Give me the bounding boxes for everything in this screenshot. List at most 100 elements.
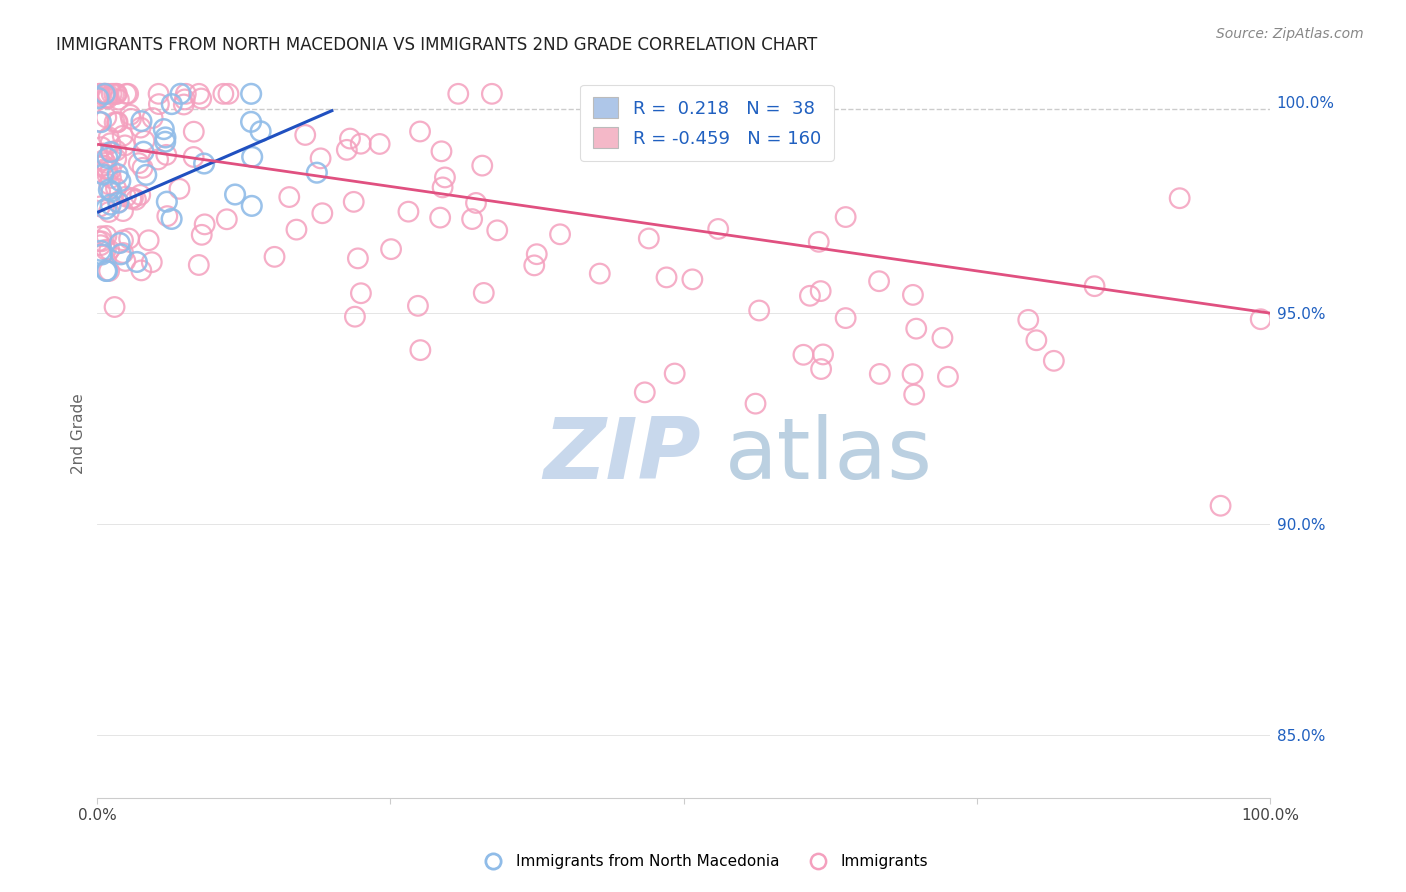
Point xyxy=(100,185,122,199)
Point xyxy=(190,227,212,242)
Point xyxy=(111,204,134,219)
Point xyxy=(748,303,770,318)
Point xyxy=(169,182,191,196)
Point xyxy=(173,97,195,112)
Point xyxy=(90,115,112,129)
Point xyxy=(90,235,112,249)
Point xyxy=(240,150,263,164)
Point xyxy=(1025,333,1047,347)
Point xyxy=(1250,312,1272,326)
Point xyxy=(97,168,120,182)
Point xyxy=(103,300,125,314)
Point xyxy=(465,195,488,210)
Point xyxy=(350,136,373,151)
Point xyxy=(135,168,157,182)
Point xyxy=(90,238,112,252)
Point xyxy=(347,252,370,266)
Point xyxy=(631,139,654,153)
Point xyxy=(350,286,373,301)
Point xyxy=(129,263,152,277)
Point xyxy=(183,125,205,139)
Point xyxy=(128,156,150,170)
Point xyxy=(194,218,217,232)
Point xyxy=(90,247,112,261)
Point xyxy=(100,170,122,185)
Y-axis label: 2nd Grade: 2nd Grade xyxy=(72,392,86,474)
Point xyxy=(309,152,332,166)
Point xyxy=(89,199,111,213)
Point xyxy=(110,247,132,261)
Point xyxy=(97,91,120,105)
Point xyxy=(481,87,503,101)
Point xyxy=(138,233,160,247)
Point xyxy=(406,299,429,313)
Point xyxy=(901,367,924,381)
Point xyxy=(114,254,136,268)
Point xyxy=(278,190,301,204)
Legend: Immigrants from North Macedonia, Immigrants: Immigrants from North Macedonia, Immigra… xyxy=(471,848,935,875)
Point xyxy=(339,131,361,145)
Point xyxy=(125,255,148,269)
Point xyxy=(107,167,129,181)
Point xyxy=(155,148,177,162)
Point xyxy=(129,187,152,202)
Point xyxy=(792,348,814,362)
Point xyxy=(169,87,191,101)
Point xyxy=(447,87,470,101)
Text: ZIP: ZIP xyxy=(543,414,700,497)
Point xyxy=(155,130,177,145)
Point xyxy=(148,87,170,101)
Point xyxy=(212,87,235,101)
Point xyxy=(637,231,659,245)
Point xyxy=(93,87,115,101)
Point xyxy=(156,209,179,223)
Point xyxy=(97,205,120,219)
Point xyxy=(105,152,128,166)
Point xyxy=(160,211,183,226)
Point xyxy=(183,150,205,164)
Point xyxy=(105,144,128,158)
Point xyxy=(96,151,118,165)
Point xyxy=(548,227,571,242)
Point xyxy=(343,194,366,209)
Point xyxy=(105,115,128,129)
Point xyxy=(869,367,891,381)
Point xyxy=(368,136,391,151)
Point xyxy=(523,259,546,273)
Point xyxy=(160,97,183,112)
Point xyxy=(93,87,115,101)
Point xyxy=(90,87,112,101)
Point xyxy=(311,206,333,220)
Point xyxy=(249,124,271,138)
Point xyxy=(125,193,148,207)
Point xyxy=(100,87,122,101)
Point xyxy=(810,362,832,376)
Point xyxy=(94,87,117,101)
Point xyxy=(120,192,142,206)
Point xyxy=(96,264,118,278)
Point xyxy=(97,130,120,145)
Point xyxy=(1209,499,1232,513)
Point xyxy=(396,204,419,219)
Point xyxy=(152,122,174,136)
Point xyxy=(173,92,195,106)
Point xyxy=(87,91,110,105)
Point xyxy=(132,145,155,159)
Point xyxy=(903,387,925,401)
Point xyxy=(1168,191,1191,205)
Point xyxy=(343,310,366,324)
Point xyxy=(94,87,117,101)
Point xyxy=(461,212,484,227)
Point xyxy=(111,233,134,247)
Point xyxy=(187,258,209,272)
Point xyxy=(486,223,509,237)
Point xyxy=(122,191,145,205)
Point xyxy=(100,145,122,159)
Point xyxy=(901,288,924,302)
Point xyxy=(91,159,114,173)
Point xyxy=(664,367,686,381)
Point xyxy=(87,89,110,103)
Point xyxy=(240,115,263,129)
Point xyxy=(215,212,238,227)
Point xyxy=(129,120,152,135)
